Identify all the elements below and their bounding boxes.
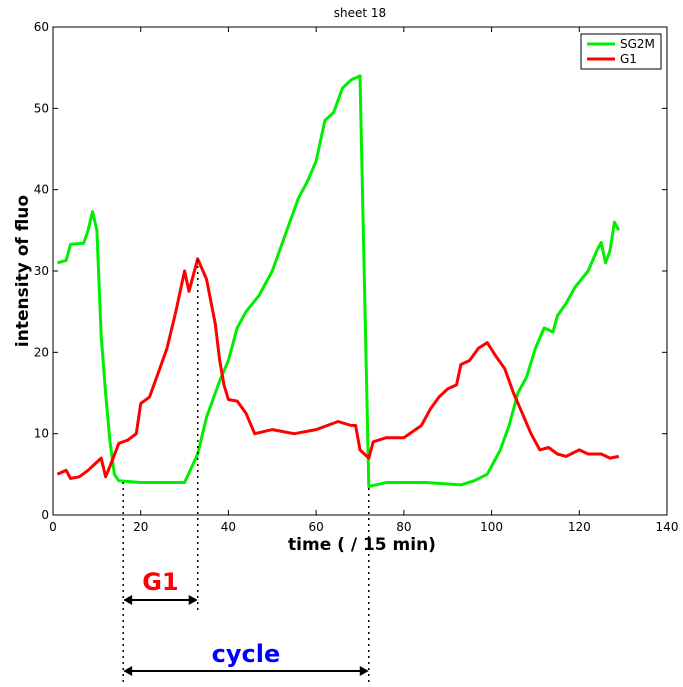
x-tick-label: 120	[568, 520, 591, 534]
x-tick-label: 0	[49, 520, 57, 534]
y-tick-label: 10	[34, 427, 49, 441]
y-tick-label: 60	[34, 20, 49, 34]
chart-title: sheet 18	[334, 6, 386, 20]
series-group	[56, 74, 621, 488]
y-tick-label: 40	[34, 183, 49, 197]
y-axis-label: intensity of fluo	[13, 195, 33, 347]
cycle-arrow-head-right	[359, 666, 369, 676]
legend: SG2M G1	[580, 33, 662, 70]
g1-arrow	[123, 595, 198, 605]
y-tick-label: 20	[34, 345, 49, 359]
legend-box	[580, 33, 662, 70]
series-line-sg2m	[56, 74, 621, 488]
g1-arrow-head-left	[123, 595, 133, 605]
x-tick-label: 100	[480, 520, 503, 534]
series-line-g1	[56, 257, 620, 480]
cycle-annotation-label: cycle	[212, 640, 281, 668]
legend-label-g1: G1	[620, 52, 637, 66]
cycle-arrow	[123, 666, 369, 676]
cycle-arrow-head-left	[123, 666, 133, 676]
x-axis-label: time ( / 15 min)	[288, 535, 436, 555]
x-tick-label: 140	[656, 520, 679, 534]
y-tick-label: 30	[34, 264, 49, 278]
annotations: G1 cycle	[122, 260, 370, 682]
y-tick-label: 0	[41, 508, 49, 522]
x-tick-label: 40	[221, 520, 236, 534]
y-ticks: 0 10 20 30 40 50 60	[34, 20, 667, 522]
g1-arrow-head-right	[188, 595, 198, 605]
x-tick-label: 80	[396, 520, 411, 534]
g1-annotation-label: G1	[142, 568, 178, 596]
y-tick-label: 50	[34, 101, 49, 115]
legend-label-sg2m: SG2M	[620, 37, 655, 51]
x-tick-label: 60	[309, 520, 324, 534]
x-tick-label: 20	[133, 520, 148, 534]
x-ticks: 0 20 40 60 80 100 120 140	[49, 27, 678, 534]
